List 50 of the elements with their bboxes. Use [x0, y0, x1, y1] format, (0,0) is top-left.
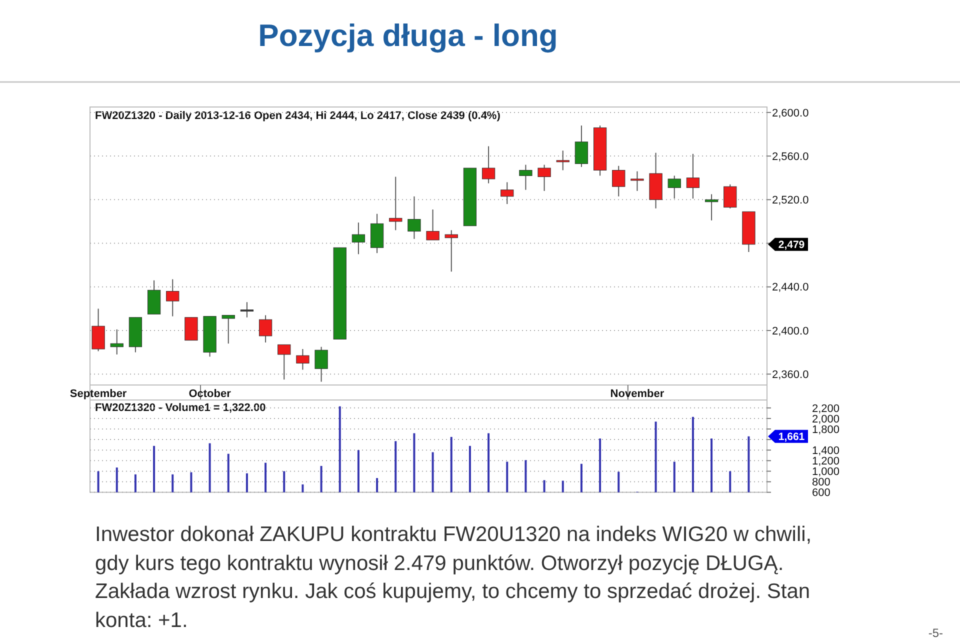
- text: Inwestor dokonał ZAKUPU kontraktu FW20U1320 na indeks WIG20 w chwili, gdy kurs tego kontraktu wynosił 2.479 punktów. Otworzył pozycję DŁUGĄ. Zakłada wzrost rynku. Jak coś kupujemy, to chcemy to sprzedać drożej. Stan konta: +1.: [95, 522, 813, 634]
- candlestick: [630, 170, 644, 192]
- candlestick: [314, 346, 328, 382]
- x-tick-label: September: [70, 388, 128, 400]
- y-tick-label: 2,600.0: [772, 107, 809, 120]
- candlestick: [482, 146, 496, 184]
- text: 2,479: [778, 239, 805, 252]
- candlestick: [240, 302, 254, 318]
- y-tick-label: 1,800: [812, 424, 840, 436]
- candlestick: [258, 314, 272, 343]
- y-tick-label: 2,560.0: [772, 150, 809, 163]
- candlestick: [370, 213, 384, 254]
- chart-title: FW20Z1320 - Volume1 = 1,322.00: [95, 402, 266, 414]
- y-tick-label: 2,440.0: [772, 282, 809, 294]
- y-tick-label: 2,000: [812, 413, 840, 426]
- candlestick: [110, 328, 124, 355]
- y-tick-label: 800: [812, 476, 830, 489]
- candlestick: [668, 175, 681, 200]
- y-tick-label: 2,400.0: [772, 325, 809, 338]
- candlestick: [556, 150, 570, 171]
- candlestick: [92, 308, 105, 352]
- candlestick: [574, 125, 588, 168]
- chart-title: Pozycja długa - long: [258, 18, 558, 53]
- candlestick: [166, 278, 180, 317]
- candlestick: [500, 182, 514, 205]
- candlestick: [538, 164, 551, 192]
- text: 1,661: [778, 431, 805, 444]
- y-tick-label: 1,000: [812, 466, 840, 478]
- candlestick: [352, 222, 366, 255]
- candlestick: [278, 344, 291, 380]
- candlestick: [222, 314, 235, 344]
- y-tick-label: 2,520.0: [772, 194, 809, 207]
- candlestick: [296, 348, 310, 370]
- candlestick: [147, 280, 161, 315]
- candlestick: [704, 194, 718, 221]
- y-tick-label: 2,200: [812, 402, 840, 415]
- candlestick: [426, 208, 440, 241]
- y-tick-label: 1,400: [812, 444, 840, 457]
- candlestick: [408, 196, 421, 240]
- text: -5-: [928, 626, 943, 639]
- candlestick: [444, 230, 458, 272]
- y-tick-label: 2,360.0: [772, 368, 809, 381]
- candlestick: [724, 184, 737, 209]
- y-tick-label: 600: [812, 487, 830, 500]
- candlestick: [519, 164, 532, 190]
- y-tick-label: 1,200: [812, 456, 840, 468]
- candlestick: [686, 153, 700, 200]
- candlestick: [612, 165, 626, 197]
- candlestick: [389, 176, 402, 231]
- candlestick: [184, 316, 198, 341]
